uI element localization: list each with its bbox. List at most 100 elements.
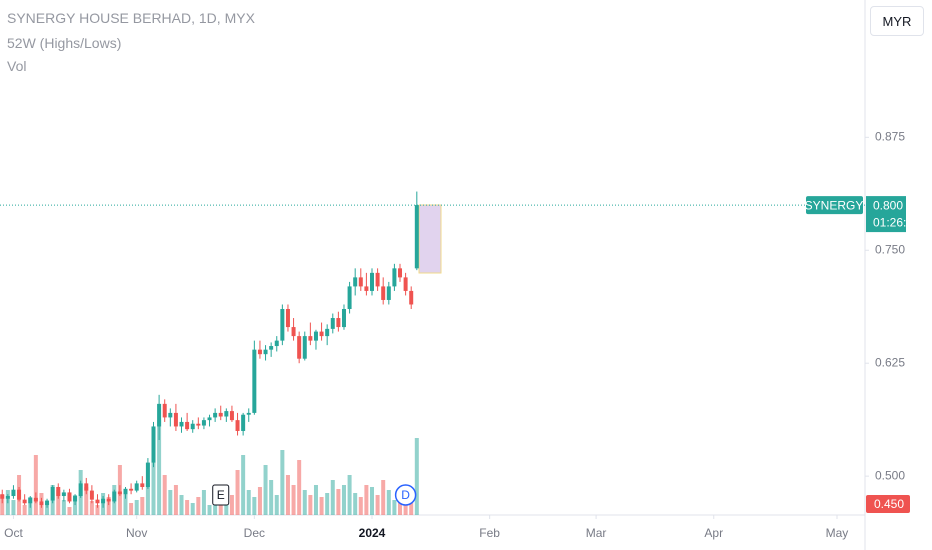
candle-body <box>325 328 330 337</box>
volume-bar <box>168 490 173 515</box>
volume-bar <box>392 500 397 515</box>
candle-body <box>28 497 33 504</box>
volume-bar <box>336 489 341 515</box>
candle-body <box>134 483 139 491</box>
x-tick-label: 2024 <box>359 526 386 540</box>
candle-body <box>364 286 369 291</box>
x-tick-label: Mar <box>586 526 607 540</box>
volume-bar <box>257 487 262 515</box>
candle-body <box>89 490 94 500</box>
volume-bar <box>341 485 346 515</box>
candle-body <box>207 417 212 421</box>
indicator-label[interactable]: 52W (Highs/Lows) <box>7 35 122 51</box>
candle-body <box>112 491 117 502</box>
candle-body <box>123 488 128 495</box>
candle-body <box>73 496 78 502</box>
candle-body <box>313 331 318 341</box>
volume-bar <box>33 455 38 515</box>
volume-bar <box>269 480 274 515</box>
x-tick-label: Nov <box>126 526 147 540</box>
volume-bar <box>84 487 89 515</box>
candle-body <box>229 411 234 421</box>
candle-body <box>213 412 218 418</box>
candle-body <box>173 412 178 427</box>
candle-body <box>168 412 173 418</box>
indicator-label[interactable]: Vol <box>7 58 27 74</box>
candle-body <box>201 420 206 426</box>
candle-body <box>39 501 44 506</box>
volume-bar <box>330 480 335 515</box>
candle-body <box>347 286 352 309</box>
candle-body <box>398 268 403 278</box>
volume-bar <box>218 500 223 515</box>
volume-bar <box>123 490 128 515</box>
candle-body <box>106 498 111 502</box>
candle-body <box>336 318 341 328</box>
volume-bar <box>151 430 156 515</box>
candle-body <box>84 483 89 491</box>
candle-body <box>414 205 419 269</box>
candle-body <box>392 268 397 287</box>
candle-body <box>341 309 346 328</box>
x-tick-label: Apr <box>704 526 723 540</box>
y-tick-label: 0.750 <box>875 242 905 256</box>
candle-body <box>246 412 251 415</box>
volume-bar <box>398 495 403 515</box>
volume-bar <box>61 500 66 515</box>
candle-body <box>50 486 55 501</box>
projection-box <box>418 204 442 274</box>
candle-body <box>330 318 335 329</box>
candle-body <box>45 500 50 506</box>
volume-bar <box>185 500 190 515</box>
volume-bar <box>0 495 5 515</box>
volume-bar <box>201 490 206 515</box>
currency-button[interactable]: MYR <box>870 6 924 36</box>
candle-body <box>375 272 380 287</box>
volume-bar <box>207 505 212 515</box>
candle-body <box>11 489 16 497</box>
volume-bar <box>252 497 257 515</box>
candle-body <box>218 412 223 417</box>
price-tag <box>866 196 906 233</box>
candle-body <box>61 492 66 497</box>
volume-bar <box>134 500 139 515</box>
x-tick-label: Feb <box>479 526 500 540</box>
volume-bar <box>263 465 268 515</box>
candle-body <box>224 411 229 417</box>
volume-bar <box>173 485 178 515</box>
volume-bar <box>291 485 296 515</box>
candle-body <box>117 491 122 495</box>
candle-body <box>5 496 10 499</box>
event-marker <box>212 484 230 506</box>
volume-bar <box>56 490 61 515</box>
candle-body <box>302 336 307 359</box>
candle-body <box>78 483 83 497</box>
volume-bar <box>246 490 251 515</box>
candle-body <box>297 336 302 359</box>
volume-bar <box>95 505 100 515</box>
volume-bar <box>358 497 363 515</box>
volume-bar <box>229 495 234 515</box>
candle-body <box>95 499 100 504</box>
chart-title: SYNERGY HOUSE BERHAD, 1D, MYX <box>7 10 255 26</box>
volume-bar <box>369 487 374 515</box>
candle-body <box>145 462 150 487</box>
x-tick-label: May <box>826 526 849 540</box>
candle-body <box>157 403 162 427</box>
candle-body <box>190 423 195 430</box>
candle-body <box>403 277 408 291</box>
volume-bar <box>308 495 313 515</box>
candle-body <box>22 499 27 504</box>
volume-bar <box>313 485 318 515</box>
candle-body <box>263 349 268 355</box>
candle-body <box>179 421 184 427</box>
event-marker <box>394 484 417 506</box>
candle-body <box>353 277 358 287</box>
volume-bar <box>297 460 302 515</box>
candle-body <box>0 494 5 499</box>
candle-body <box>162 403 167 418</box>
candle-body <box>409 290 414 305</box>
volume-bar <box>325 493 330 515</box>
